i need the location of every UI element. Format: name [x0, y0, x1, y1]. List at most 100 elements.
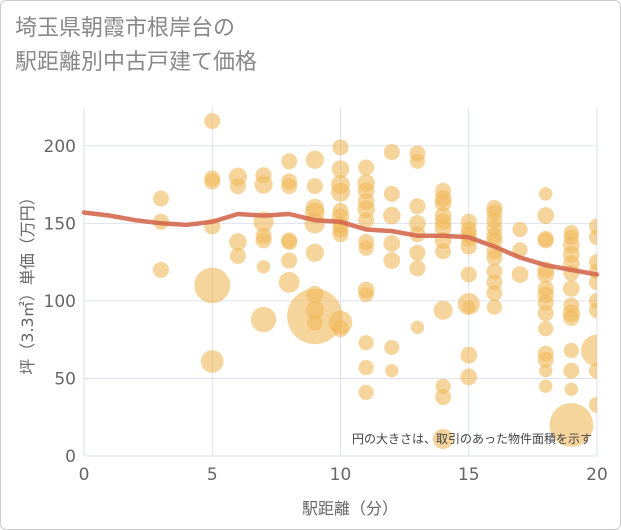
data-bubble [433, 300, 453, 320]
data-bubble [434, 219, 452, 237]
data-bubble [563, 362, 580, 379]
y-axis-label: 坪（3.3㎡）単価（万円） [18, 189, 37, 374]
data-bubble [383, 252, 401, 269]
x-tick-label: 10 [330, 465, 352, 485]
data-bubble [486, 299, 502, 315]
data-bubble [281, 153, 298, 170]
data-bubble [410, 320, 425, 334]
data-bubble [589, 302, 597, 319]
data-bubble [255, 232, 272, 249]
data-bubble [358, 159, 375, 176]
chart-title: 埼玉県朝霞市根岸台の 駅距離別中古戸建て価格 [15, 12, 257, 80]
data-bubble [409, 153, 426, 169]
data-bubble [537, 351, 554, 368]
data-bubble [306, 314, 323, 331]
data-bubble [409, 260, 426, 277]
data-bubble [152, 261, 169, 278]
data-bubble [460, 238, 477, 255]
data-bubble [409, 244, 426, 261]
y-tick-label: 150 [44, 214, 76, 234]
data-bubble [306, 285, 324, 304]
data-bubble [434, 194, 452, 212]
data-bubble [358, 384, 374, 400]
x-tick-label: 20 [586, 465, 608, 485]
y-tick-label: 200 [44, 137, 76, 157]
trend-layer [81, 210, 600, 277]
x-tick-label: 5 [207, 465, 218, 485]
data-bubble [539, 187, 553, 201]
data-bubble [537, 266, 555, 283]
data-bubble [152, 190, 169, 207]
data-bubble [589, 362, 597, 379]
x-axis-label: 駅距離（分） [302, 499, 398, 518]
data-bubble [331, 182, 350, 202]
data-bubble [537, 207, 555, 224]
data-bubble [278, 271, 300, 293]
data-bubble [256, 260, 271, 274]
data-bubble [486, 285, 503, 302]
data-bubble [281, 252, 298, 269]
data-bubble [281, 178, 298, 195]
data-bubble [581, 334, 597, 367]
data-bubble [511, 266, 529, 283]
data-bubble [537, 280, 554, 297]
average-line [81, 210, 600, 277]
data-bubble [563, 297, 580, 314]
y-tick-label: 100 [44, 292, 76, 312]
data-bubble [537, 232, 554, 249]
data-bubble [409, 198, 426, 215]
data-bubble [537, 305, 554, 322]
data-bubble [332, 202, 349, 219]
data-bubble [539, 363, 553, 378]
y-tick-label: 50 [54, 369, 76, 389]
title-line-2: 駅距離別中古戸建て価格 [15, 50, 258, 75]
data-bubble [357, 193, 375, 211]
data-bubble [332, 139, 349, 156]
data-bubble [383, 206, 401, 225]
data-bubble [432, 428, 454, 450]
data-bubble [460, 368, 478, 386]
data-bubble [204, 173, 221, 190]
data-bubble [563, 342, 579, 359]
data-bubble [385, 363, 399, 378]
data-bubble [331, 160, 350, 178]
data-bubble [358, 359, 374, 376]
data-bubble [564, 382, 579, 396]
data-bubble [229, 178, 246, 195]
data-bubble [383, 235, 401, 252]
data-bubble [435, 243, 452, 260]
data-bubble [539, 379, 553, 393]
data-bubble [383, 143, 400, 160]
data-bubble [305, 150, 324, 169]
data-bubble [384, 339, 400, 356]
data-bubble [435, 389, 452, 406]
data-bubble [435, 378, 451, 394]
title-line-1: 埼玉県朝霞市根岸台の [15, 16, 236, 41]
data-bubble [383, 185, 400, 202]
data-bubble [549, 403, 594, 447]
data-bubble [281, 233, 298, 250]
data-bubble [332, 320, 349, 338]
data-bubble [562, 280, 580, 297]
data-bubble [306, 178, 323, 195]
data-bubble [460, 346, 478, 364]
x-tick-label: 15 [458, 465, 480, 485]
data-bubble [229, 233, 247, 251]
data-bubble [435, 182, 452, 199]
size-note: 円の大きさは、取引のあった物件面積を示す [352, 431, 592, 446]
data-bubble [460, 266, 477, 283]
data-bubble [358, 287, 374, 303]
data-bubble [589, 274, 597, 291]
data-bubble [486, 249, 503, 266]
data-bubble [200, 350, 224, 373]
data-bubble [538, 321, 554, 337]
data-bubble [305, 301, 324, 320]
data-bubble [563, 309, 580, 326]
data-bubble [229, 247, 246, 264]
data-bubble [563, 229, 579, 245]
data-bubble [305, 243, 324, 262]
data-bubble [358, 335, 374, 351]
data-bubble [358, 240, 374, 256]
